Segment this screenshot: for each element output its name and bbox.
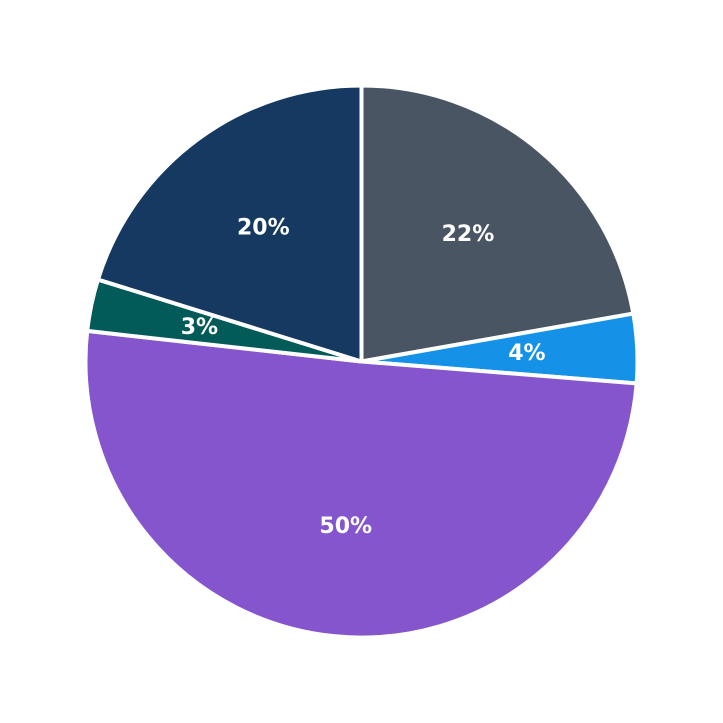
pie-slice-label-3: 3% <box>181 315 218 340</box>
pie-slice-label-4: 20% <box>237 216 290 241</box>
pie-slice-label-0: 22% <box>442 222 495 247</box>
pie-slice-4 <box>95 83 364 364</box>
pie-labels: 22% 4% 50% 3% 20% <box>181 216 546 539</box>
pie-slice-label-1: 4% <box>508 341 545 366</box>
pie-slices <box>83 83 640 640</box>
pie-slice-0 <box>359 83 636 364</box>
pie-slice-2 <box>83 328 639 640</box>
pie-slice-label-2: 50% <box>319 514 372 539</box>
